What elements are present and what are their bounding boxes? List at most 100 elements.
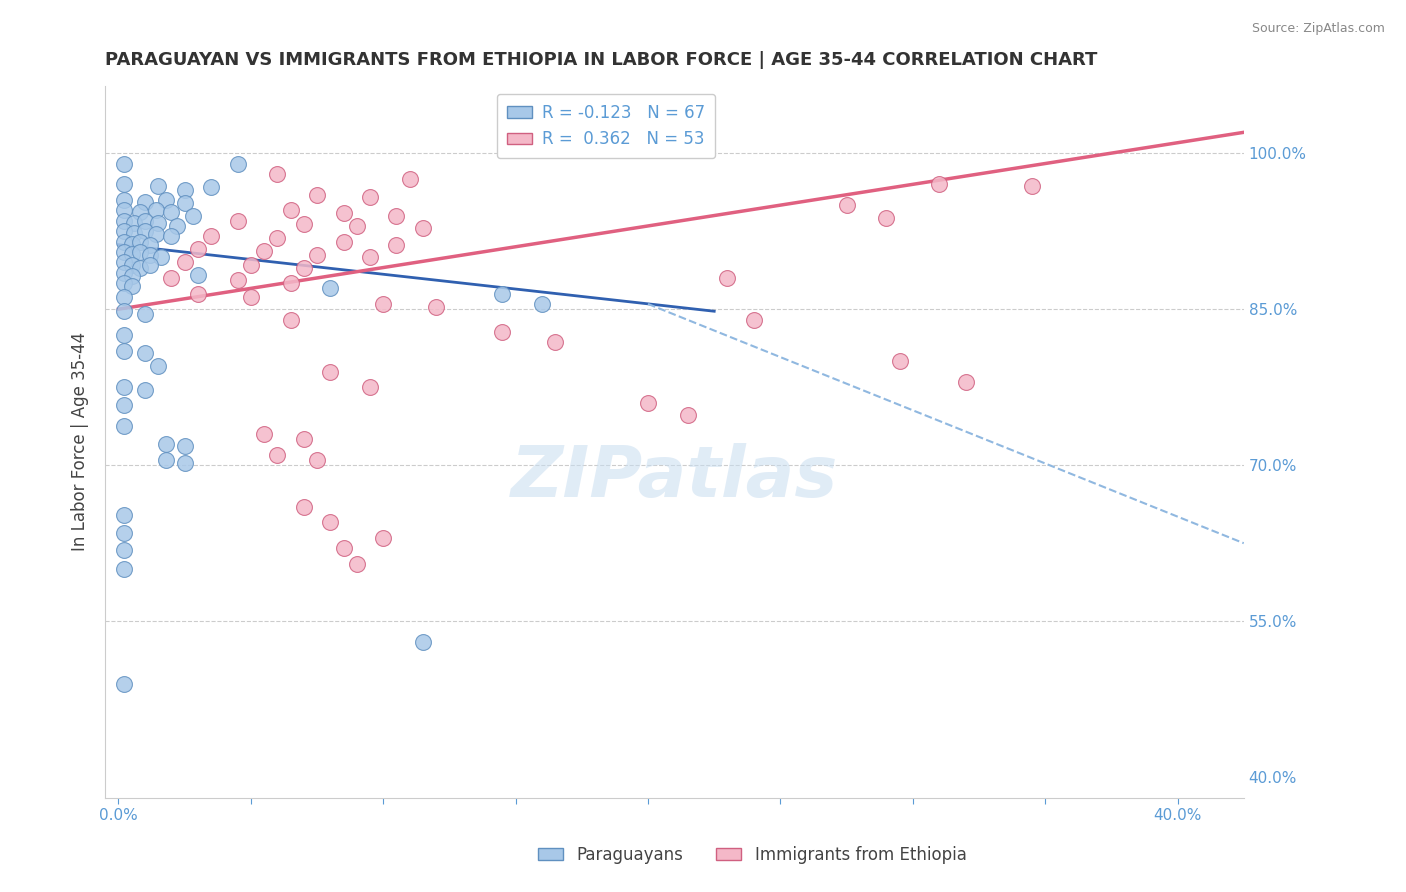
Point [112,276,135,290]
Point [1021,179,1043,194]
Point [491,325,513,339]
Point [346,557,368,571]
Point [544,335,567,350]
Point [146,216,169,230]
Point [112,224,135,238]
Point [112,562,135,576]
Point [319,516,342,530]
Point [155,193,177,207]
Point [292,217,315,231]
Point [145,227,167,242]
Point [121,279,143,293]
Point [121,236,143,251]
Point [112,255,135,269]
Point [124,226,146,240]
Point [112,244,135,259]
Point [112,304,135,318]
Point [187,268,209,282]
Point [239,259,262,273]
Point [139,259,162,273]
Point [716,271,738,285]
Point [112,398,135,412]
Point [124,216,146,230]
Point [166,219,188,233]
Point [412,635,434,649]
Point [385,209,408,223]
Point [266,167,288,181]
Point [955,375,977,389]
Point [146,359,169,374]
Text: ZIPatlas: ZIPatlas [510,443,838,512]
Point [173,196,195,211]
Point [112,203,135,218]
Point [332,541,354,556]
Point [155,453,177,467]
Point [134,194,156,209]
Text: Source: ZipAtlas.com: Source: ZipAtlas.com [1251,22,1385,36]
Point [226,156,249,170]
Point [145,203,167,218]
Point [187,242,209,256]
Point [134,213,156,227]
Point [155,437,177,451]
Point [112,328,135,343]
Point [305,187,328,202]
Point [173,440,195,454]
Point [173,182,195,196]
Point [112,508,135,522]
Point [531,297,554,311]
Point [305,248,328,262]
Point [112,418,135,433]
Point [491,286,513,301]
Point [319,281,342,295]
Point [112,525,135,540]
Point [173,456,195,470]
Point [385,237,408,252]
Point [398,172,420,186]
Point [149,250,172,264]
Point [319,365,342,379]
Point [226,213,249,227]
Point [160,271,183,285]
Point [676,409,699,423]
Point [112,235,135,249]
Point [226,273,249,287]
Point [292,260,315,275]
Legend: R = -0.123   N = 67, R =  0.362   N = 53: R = -0.123 N = 67, R = 0.362 N = 53 [498,94,716,158]
Point [160,229,183,244]
Point [359,250,381,264]
Point [112,380,135,394]
Point [200,180,222,194]
Point [280,203,302,218]
Point [128,260,150,275]
Point [134,307,156,321]
Point [835,198,858,212]
Point [128,235,150,249]
Point [134,346,156,360]
Point [928,178,950,192]
Point [112,266,135,280]
Legend: Paraguayans, Immigrants from Ethiopia: Paraguayans, Immigrants from Ethiopia [531,839,973,871]
Point [292,500,315,514]
Point [875,211,897,225]
Point [253,427,276,442]
Point [359,380,381,394]
Point [266,231,288,245]
Point [112,543,135,558]
Point [121,259,143,273]
Point [889,354,911,368]
Point [200,229,222,244]
Point [134,384,156,398]
Point [359,190,381,204]
Point [742,312,765,326]
Point [112,676,135,690]
Point [112,193,135,207]
Text: PARAGUAYAN VS IMMIGRANTS FROM ETHIOPIA IN LABOR FORCE | AGE 35-44 CORRELATION CH: PARAGUAYAN VS IMMIGRANTS FROM ETHIOPIA I… [105,51,1098,69]
Point [266,448,288,462]
Point [425,300,447,314]
Point [112,156,135,170]
Y-axis label: In Labor Force | Age 35-44: In Labor Force | Age 35-44 [72,332,89,551]
Point [112,343,135,358]
Point [332,235,354,249]
Point [139,237,162,252]
